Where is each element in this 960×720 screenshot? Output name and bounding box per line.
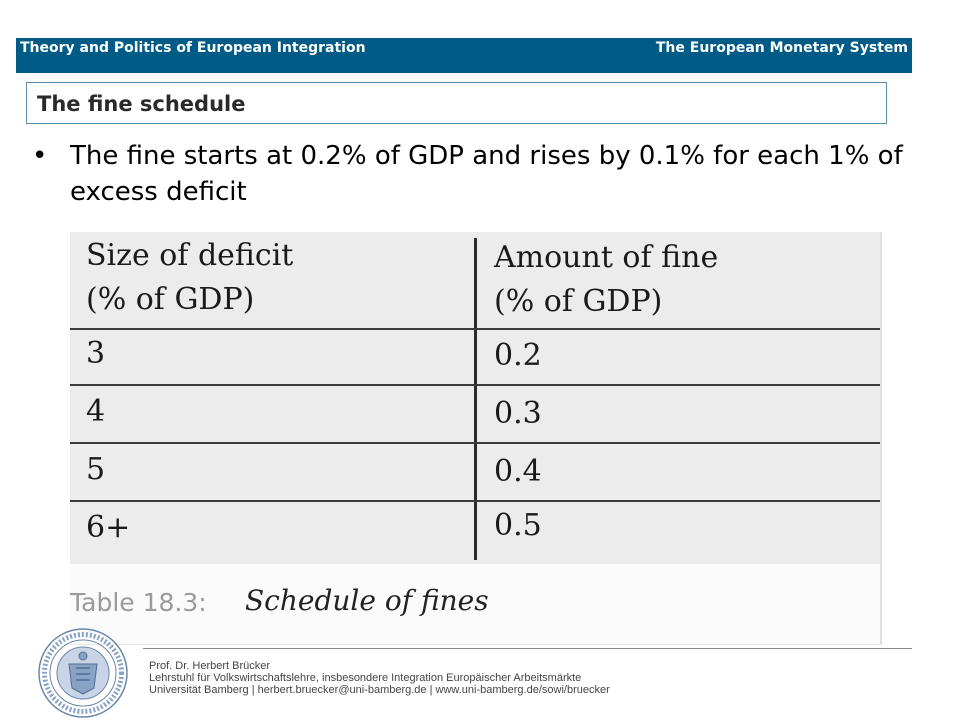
header-cell-fine-line1: Amount of fine bbox=[494, 240, 719, 275]
table-cell: 0.4 bbox=[494, 454, 542, 489]
course-title: Theory and Politics of European Integrat… bbox=[20, 40, 366, 56]
university-seal-icon bbox=[38, 628, 128, 718]
row-divider bbox=[70, 384, 880, 386]
table-cell: 5 bbox=[86, 452, 106, 487]
table-caption-title: Schedule of fines bbox=[245, 584, 489, 617]
footer-contact: Universität Bamberg | herbert.bruecker@u… bbox=[149, 684, 610, 696]
footer-chair: Lehrstuhl für Volkswirtschaftslehre, ins… bbox=[149, 672, 582, 684]
slide-title: The fine schedule bbox=[37, 92, 246, 116]
row-divider bbox=[70, 500, 880, 502]
header-cell-fine-line2: (% of GDP) bbox=[494, 284, 663, 319]
header-cell-deficit-line2: (% of GDP) bbox=[86, 282, 255, 317]
column-divider bbox=[474, 238, 477, 560]
row-divider bbox=[70, 442, 880, 444]
bullet-point: • The fine starts at 0.2% of GDP and ris… bbox=[32, 138, 912, 210]
bullet-icon: • bbox=[32, 141, 48, 171]
section-title: The European Monetary System bbox=[655, 40, 908, 56]
table-cell: 4 bbox=[86, 394, 106, 429]
footer: Prof. Dr. Herbert Brücker Lehrstuhl für … bbox=[149, 660, 610, 696]
row-divider bbox=[70, 328, 880, 330]
bullet-text: The fine starts at 0.2% of GDP and rises… bbox=[70, 141, 903, 207]
table-cell: 0.5 bbox=[494, 508, 542, 543]
scanned-table-image: Size of deficit (% of GDP) Amount of fin… bbox=[70, 232, 882, 645]
header-cell-deficit-line1: Size of deficit bbox=[86, 238, 294, 273]
table-cell: 0.3 bbox=[494, 396, 542, 431]
table-cell: 6+ bbox=[86, 510, 131, 545]
header-bar: Theory and Politics of European Integrat… bbox=[16, 38, 912, 73]
slide-title-box: The fine schedule bbox=[26, 82, 887, 124]
table-cell: 0.2 bbox=[494, 338, 542, 373]
footer-name: Prof. Dr. Herbert Brücker bbox=[149, 660, 271, 672]
table-caption-label: Table 18.3: bbox=[70, 588, 207, 617]
footer-divider bbox=[143, 648, 912, 649]
table-cell: 3 bbox=[86, 336, 106, 371]
